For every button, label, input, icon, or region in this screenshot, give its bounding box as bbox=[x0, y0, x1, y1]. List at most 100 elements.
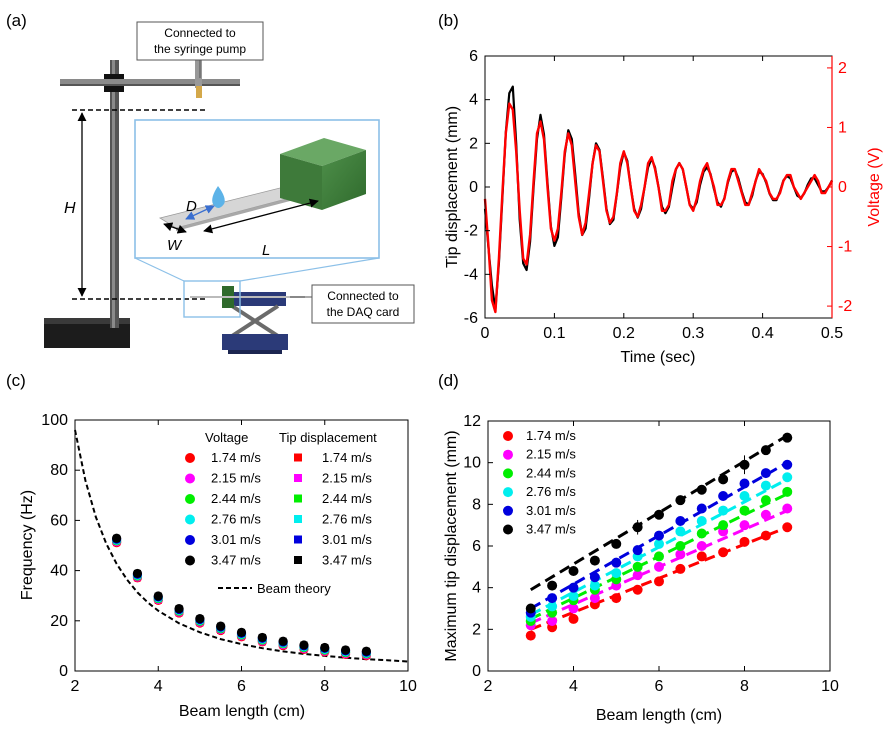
legend-label: 3.01 m/s bbox=[526, 503, 576, 518]
data-point bbox=[589, 593, 600, 604]
data-point bbox=[611, 593, 622, 604]
callout-daq-line1: Connected to bbox=[327, 289, 399, 303]
voltage-point bbox=[216, 621, 226, 631]
data-point bbox=[675, 541, 686, 551]
legend-voltage-label: 3.47 m/s bbox=[211, 553, 261, 568]
y-right-tick-label: -1 bbox=[838, 239, 852, 256]
chart-c-ylabel: Frequency (Hz) bbox=[19, 490, 36, 600]
data-point bbox=[568, 582, 579, 593]
y-tick-label: 4 bbox=[472, 580, 481, 597]
legend-tip-label: 2.44 m/s bbox=[322, 491, 372, 506]
data-point bbox=[568, 591, 579, 601]
chart-c: 2 4 6 8 10 0 20 40 60 80 100 Beam length (cm) Fre… bbox=[19, 412, 417, 720]
data-point bbox=[632, 561, 643, 572]
chart-b-ylabel: Tip displacement (mm) bbox=[444, 106, 461, 268]
data-point bbox=[568, 613, 579, 624]
legend-marker bbox=[503, 431, 513, 441]
chart-d-ylabel: Maximum tip displacement (mm) bbox=[443, 430, 460, 661]
legend-marker bbox=[503, 505, 513, 516]
legend-label: 3.47 m/s bbox=[526, 522, 576, 537]
legend-marker bbox=[503, 487, 513, 498]
data-point bbox=[718, 547, 729, 558]
y-right-tick-label: 0 bbox=[838, 179, 847, 196]
y-tick-label: 80 bbox=[50, 462, 68, 479]
data-point bbox=[654, 561, 664, 572]
data-point bbox=[675, 516, 686, 526]
data-point bbox=[654, 576, 664, 587]
y-tick-label: 10 bbox=[463, 455, 481, 472]
data-point bbox=[696, 484, 707, 495]
data-point bbox=[718, 520, 729, 531]
data-point bbox=[632, 570, 643, 581]
legend-tip-label: 2.15 m/s bbox=[322, 471, 372, 486]
legend-tip-marker bbox=[294, 453, 302, 462]
x-tick-label: 2 bbox=[484, 678, 493, 695]
panel-label-c: (c) bbox=[6, 371, 26, 390]
legend-label: 2.15 m/s bbox=[526, 447, 576, 462]
y-tick-label: -6 bbox=[464, 310, 478, 327]
y-tick-label: 2 bbox=[469, 135, 478, 152]
data-point bbox=[696, 528, 707, 539]
data-point bbox=[611, 557, 622, 568]
data-point bbox=[782, 472, 793, 483]
panel-label-b: (b) bbox=[438, 11, 459, 30]
data-point bbox=[718, 474, 729, 485]
x-tick-label: 0.3 bbox=[682, 325, 704, 342]
legend-voltage-label: 2.15 m/s bbox=[211, 471, 261, 486]
data-point bbox=[782, 432, 793, 443]
y-tick-label: 2 bbox=[472, 621, 481, 638]
data-point bbox=[525, 630, 536, 641]
chart-b: 0 0.1 0.2 0.3 0.4 0.5 -6 -4 -2 0 2 4 6 -2 -1 0 1 2 Time… bbox=[444, 48, 883, 366]
callout-pump-line2: the syringe pump bbox=[154, 42, 246, 56]
voltage-point bbox=[195, 614, 205, 624]
y-tick-label: 60 bbox=[50, 512, 68, 529]
data-point bbox=[739, 478, 750, 489]
y-tick-label: 12 bbox=[463, 413, 481, 430]
y-tick-label: 100 bbox=[41, 412, 68, 429]
chart-c-xlabel: Beam length (cm) bbox=[179, 703, 305, 720]
data-point bbox=[760, 495, 771, 506]
legend-tip-label: 2.76 m/s bbox=[322, 512, 372, 527]
y-tick-label: 0 bbox=[59, 663, 68, 680]
legend-marker bbox=[503, 468, 513, 479]
data-point bbox=[760, 468, 771, 479]
data-point bbox=[654, 538, 664, 549]
legend-tip-label: 3.01 m/s bbox=[322, 532, 372, 547]
legend-label: 1.74 m/s bbox=[526, 428, 576, 443]
data-point bbox=[525, 603, 536, 614]
voltage-point bbox=[132, 568, 143, 579]
series-displacement-line bbox=[483, 85, 833, 311]
legend-tip-marker bbox=[294, 515, 302, 523]
data-point bbox=[760, 530, 771, 541]
x-tick-label: 2 bbox=[71, 678, 80, 695]
data-point bbox=[782, 486, 793, 497]
x-tick-label: 0 bbox=[481, 325, 490, 342]
data-point bbox=[568, 566, 579, 576]
y-right-tick-label: -2 bbox=[838, 298, 852, 315]
data-point bbox=[760, 445, 771, 456]
data-point bbox=[654, 551, 664, 562]
x-tick-label: 4 bbox=[569, 678, 578, 695]
data-point bbox=[547, 580, 558, 591]
callout-daq-line2: the DAQ card bbox=[327, 305, 400, 319]
voltage-point bbox=[153, 591, 163, 601]
legend-header-voltage: Voltage bbox=[205, 430, 248, 445]
chart-d-xlabel: Beam length (cm) bbox=[596, 707, 722, 724]
data-point bbox=[696, 541, 707, 551]
inset-clamp-block bbox=[280, 138, 366, 210]
y-tick-label: 0 bbox=[469, 179, 478, 196]
legend-voltage-marker bbox=[185, 453, 195, 463]
label-distance: D bbox=[186, 198, 197, 215]
chart-c-legend: Voltage Tip displacement 1.74 m/s 1.74 m/… bbox=[185, 430, 377, 596]
callout-pump-line1: Connected to bbox=[164, 26, 236, 40]
legend-tip-marker bbox=[294, 556, 302, 564]
y-tick-label: 8 bbox=[472, 496, 481, 513]
x-tick-label: 0.4 bbox=[751, 325, 773, 342]
data-point bbox=[782, 522, 793, 533]
data-point bbox=[547, 601, 558, 612]
data-point bbox=[739, 459, 750, 470]
panel-label-a: (a) bbox=[6, 11, 27, 30]
legend-voltage-label: 3.01 m/s bbox=[211, 532, 261, 547]
y-tick-label: -4 bbox=[464, 266, 478, 283]
